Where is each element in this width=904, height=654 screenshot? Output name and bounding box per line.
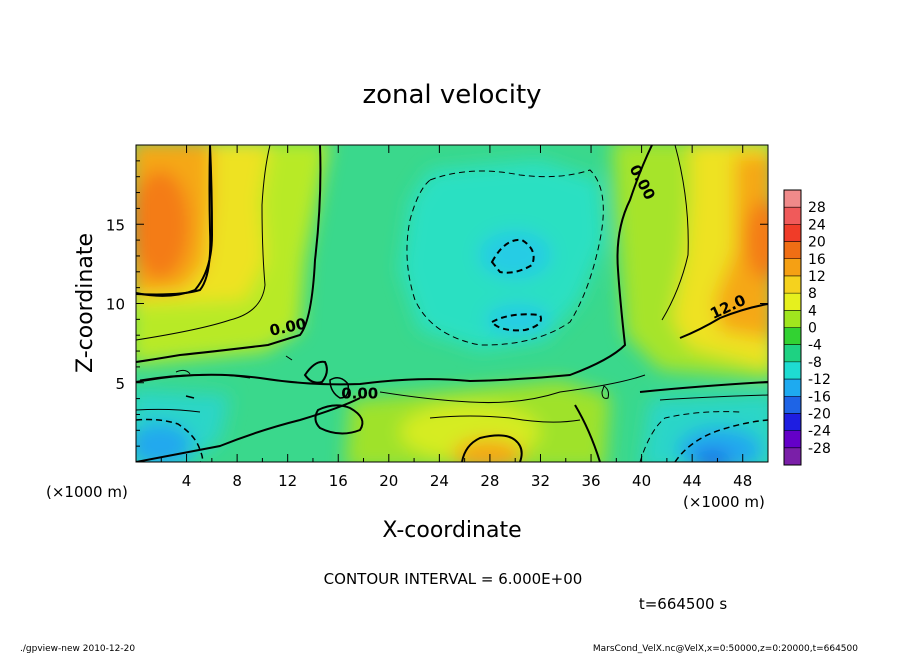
x-tick-label: 4 [182, 472, 192, 490]
contour-interval-text: CONTOUR INTERVAL = 6.000E+00 [324, 570, 583, 588]
x-axis: 4 8 12 16 20 24 28 32 36 40 44 48 [160, 145, 752, 490]
contour-thin-mid [139, 373, 646, 404]
colorbar-label: 16 [808, 252, 826, 268]
contour-zero-lower-left [136, 397, 361, 462]
field-shading [136, 145, 768, 462]
contour-blob-7 [285, 355, 293, 361]
contour-neg-six-center [406, 169, 604, 346]
contour-neg-bottomright-2 [639, 411, 741, 462]
colorbar-swatch [784, 447, 801, 466]
colorbar-swatch [784, 430, 801, 449]
contour-zero-lower-right [574, 404, 601, 462]
contour-neg-twelve-lower [490, 313, 542, 332]
colorbar-label: 12 [808, 269, 826, 285]
y-axis: 5 10 15 [106, 160, 768, 447]
y-axis-title: Z-coordinate [73, 233, 98, 373]
colorbar-label: -8 [808, 355, 822, 371]
colorbar-swatch [784, 241, 801, 260]
contour-blob-2 [303, 360, 328, 384]
colorbar-label: 4 [808, 303, 817, 319]
y-tick-label: 10 [106, 296, 125, 314]
colorbar-label: -20 [808, 406, 831, 422]
contour-blob-1 [314, 404, 364, 435]
contour-thin-right-lower [659, 394, 768, 401]
colorbar-swatch [784, 361, 801, 380]
time-label: t=664500 s [639, 595, 727, 613]
contour-thin-left [136, 145, 271, 341]
contour-blob-5 [601, 385, 609, 399]
contour-blob-6 [175, 369, 191, 375]
x-tick-label: 48 [733, 472, 752, 490]
field-region-lightblue-upper [479, 231, 551, 279]
contour-twelve-bottom [461, 434, 523, 462]
colorbar-label: -28 [808, 441, 831, 457]
contour-blob-3 [329, 377, 350, 399]
field-region-blue-bottomleft [136, 423, 192, 462]
colorbar-swatch [784, 207, 801, 225]
field-region-darkblue-bottomright [694, 450, 730, 462]
colorbar-swatch [784, 310, 801, 328]
colorbar-label: 20 [808, 235, 826, 251]
colorbar-swatch [784, 190, 801, 208]
contour-thin-lower [136, 408, 581, 423]
colorbar-label: 28 [808, 200, 826, 216]
colorbar-swatch [784, 258, 801, 277]
colorbar-label: -16 [808, 389, 831, 405]
colorbar-label: -12 [808, 372, 831, 388]
x-tick-label: 8 [232, 472, 242, 490]
contour-lines [136, 145, 768, 462]
x-tick-label: 44 [683, 472, 702, 490]
contour-zero-right [639, 381, 768, 393]
colorbar-swatch [784, 293, 801, 311]
field-region-max-right [745, 200, 768, 280]
x-tick-label: 36 [581, 472, 600, 490]
contour-thin-right [661, 145, 689, 321]
contour-label: 0.00 [341, 385, 378, 403]
field-region-blue-bottomright [678, 428, 762, 462]
y-tick-label: 15 [106, 216, 125, 234]
x-unit-label: (×1000 m) [46, 483, 128, 501]
colorbar-swatch [784, 327, 801, 346]
contour-twelve-left [136, 145, 212, 296]
x-tick-label: 12 [278, 472, 297, 490]
field-region-orange-right [715, 155, 768, 339]
contour-neg-bottomright [674, 419, 768, 462]
colorbar-label: 8 [808, 286, 817, 302]
x-tick-label: 24 [430, 472, 449, 490]
contour-neg-twelve-upper [490, 238, 535, 274]
field-region-max-left [136, 170, 190, 280]
colorbar-swatch [784, 396, 801, 414]
colorbar-label: 0 [808, 321, 817, 337]
colorbar-swatch [784, 379, 801, 397]
contour-zero-upper-left [136, 145, 322, 363]
x-tick-label: 40 [632, 472, 651, 490]
footer-right: MarsCond_VelX.nc@VelX,x=0:50000,z=0:2000… [593, 644, 858, 654]
colorbar-label: 24 [808, 217, 826, 233]
contour-neg-bottomleft [136, 418, 204, 462]
colorbar-swatch [784, 344, 801, 363]
x-tick-label: 28 [480, 472, 499, 490]
colorbar-swatch [784, 275, 801, 294]
colorbar-label: -4 [808, 338, 822, 354]
colorbar-label: -24 [808, 424, 831, 440]
contour-blob-4 [185, 395, 195, 399]
x-tick-label: 16 [329, 472, 348, 490]
y-tick-label: 5 [115, 375, 125, 393]
contour-twelve-right [679, 303, 768, 339]
contour-dashed-lines [136, 169, 768, 462]
colorbar-swatch [784, 224, 801, 242]
x-tick-label: 32 [531, 472, 550, 490]
colorbar-swatch [784, 413, 801, 432]
y-unit-label: (×1000 m) [683, 493, 765, 511]
chart-title: zonal velocity [362, 80, 541, 110]
contour-zero-middle [136, 145, 653, 386]
x-tick-label: 20 [379, 472, 398, 490]
footer-left: ./gpview-new 2010-12-20 [20, 644, 135, 654]
x-axis-title: X-coordinate [382, 518, 521, 543]
